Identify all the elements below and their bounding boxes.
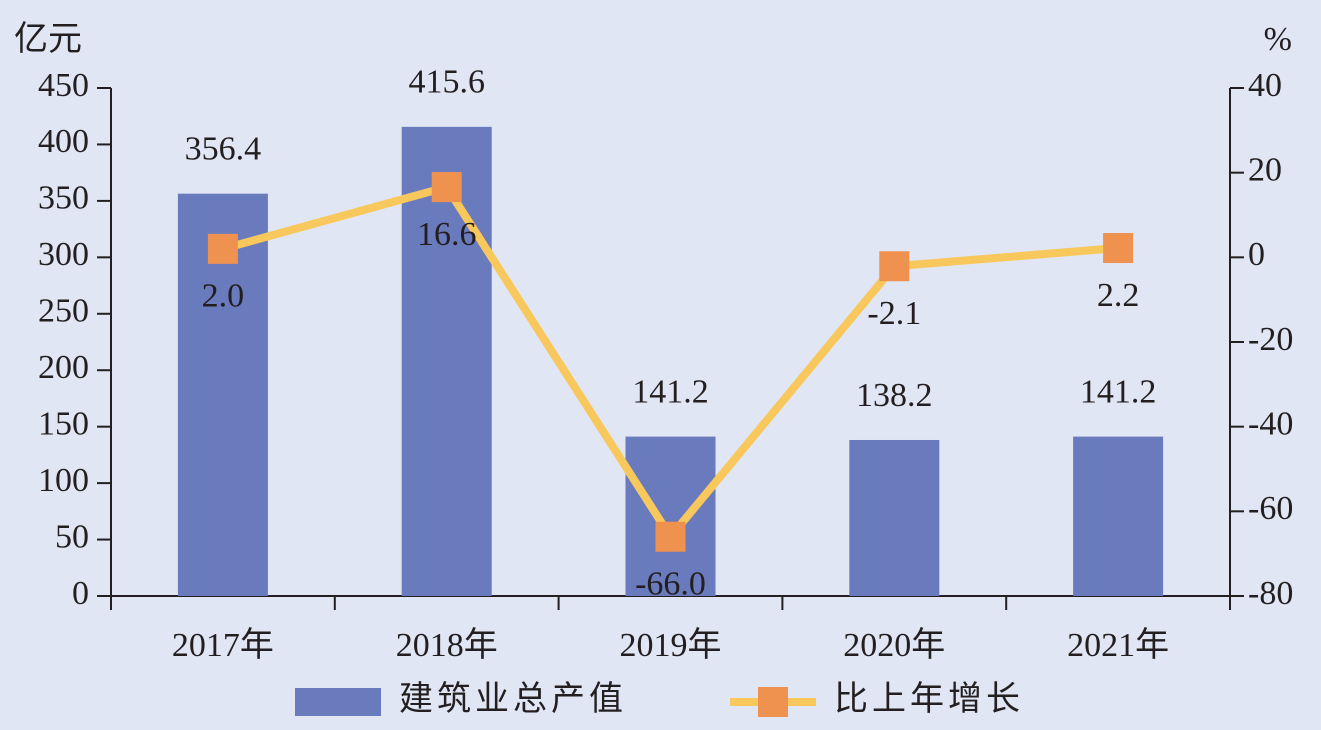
- y-tick-label: 350: [38, 180, 89, 217]
- line-value-label: -2.1: [867, 295, 921, 332]
- line-marker: [207, 233, 238, 264]
- y-tick-label: 450: [38, 67, 89, 104]
- bar-value-label: 138.2: [856, 377, 933, 414]
- bar: [849, 439, 940, 596]
- bar: [401, 126, 492, 597]
- y2-axis-label: %: [1264, 21, 1292, 58]
- bar: [625, 436, 716, 596]
- legend-swatch: [295, 688, 381, 716]
- y-tick-label: 300: [38, 236, 89, 273]
- y-tick-label: 250: [38, 293, 89, 330]
- line-value-label: 2.0: [202, 278, 245, 315]
- y2-tick-label: -20: [1248, 321, 1293, 358]
- x-tick-label: 2019年: [620, 626, 722, 664]
- y-tick-label: 100: [38, 462, 89, 499]
- y-axis-label: 亿元: [14, 20, 82, 58]
- legend-label: 建筑业总产值: [399, 680, 627, 718]
- y2-tick-label: 40: [1248, 67, 1282, 104]
- y-tick-label: 150: [38, 405, 89, 442]
- y-tick-label: 0: [72, 575, 89, 612]
- legend-marker: [758, 687, 788, 717]
- y2-tick-label: -40: [1248, 405, 1293, 442]
- line-marker: [655, 521, 686, 552]
- bar-value-label: 415.6: [408, 64, 485, 101]
- y2-tick-label: -80: [1248, 575, 1293, 612]
- y-tick-label: 200: [38, 349, 89, 386]
- legend-label: 比上年增长: [834, 680, 1024, 718]
- bar-value-label: 141.2: [632, 373, 709, 410]
- y-tick-label: 50: [55, 518, 89, 555]
- y2-tick-label: 0: [1248, 236, 1265, 273]
- x-tick-label: 2021年: [1067, 626, 1169, 664]
- y2-tick-label: 20: [1248, 151, 1282, 188]
- x-tick-label: 2017年: [172, 626, 274, 664]
- line-marker: [1103, 233, 1134, 264]
- bar-value-label: 356.4: [185, 130, 262, 167]
- line-marker: [431, 172, 462, 203]
- y2-tick-label: -60: [1248, 490, 1293, 527]
- line-value-label: 16.6: [417, 216, 477, 253]
- bar: [1073, 436, 1164, 596]
- line-value-label: 2.2: [1097, 277, 1140, 314]
- x-tick-label: 2020年: [843, 626, 945, 664]
- bar-value-label: 141.2: [1080, 373, 1157, 410]
- line-marker: [879, 251, 910, 282]
- x-tick-label: 2018年: [396, 626, 498, 664]
- y-tick-label: 400: [38, 123, 89, 160]
- line-value-label: -66.0: [635, 566, 706, 603]
